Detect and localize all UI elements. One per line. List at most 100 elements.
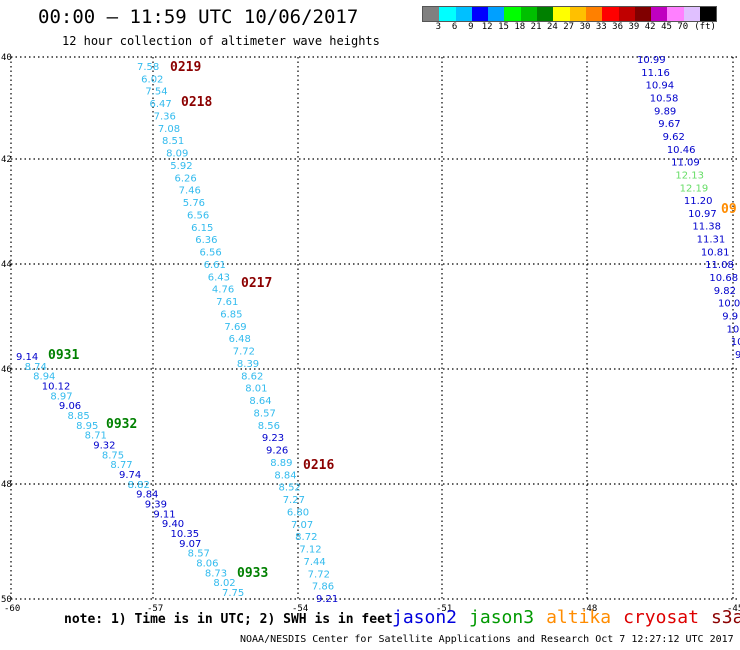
wave-height-value: 6.36: [195, 235, 217, 246]
color-scale-label: 18: [514, 22, 526, 32]
wave-height-value: 7.86: [312, 582, 334, 593]
color-scale-label: 36: [612, 22, 624, 32]
lat-label: 48: [1, 480, 12, 490]
wave-height-value: 11.20: [684, 196, 713, 207]
color-swatch: [471, 7, 489, 21]
wave-height-value: 8.75: [102, 450, 124, 461]
color-scale-label: 9: [468, 22, 474, 32]
wave-height-value: 9.07: [179, 539, 201, 550]
color-swatch: [634, 7, 652, 21]
wave-height-value: 4.76: [212, 285, 234, 296]
wave-height-value: 11.09: [671, 158, 700, 169]
legend-cryosat: cryosat: [623, 607, 699, 628]
wave-height-value: 6.47: [149, 99, 171, 110]
wave-height-value: 10: [731, 337, 740, 348]
wave-height-value: 8.73: [205, 568, 227, 579]
wave-height-value: 9: [735, 350, 740, 361]
wave-height-value: 10.35: [171, 529, 200, 540]
wave-height-value: 7.12: [299, 545, 321, 556]
lat-label: 42: [1, 155, 12, 165]
legend-s3a: s3a: [710, 607, 740, 628]
wave-height-value: 8.97: [50, 391, 72, 402]
lat-label: 46: [1, 365, 12, 375]
wave-height-value: 9.89: [654, 106, 676, 117]
wave-height-value: 6.48: [229, 334, 251, 345]
wave-height-value: 6.43: [208, 272, 230, 283]
wave-height-value: 8.72: [295, 532, 317, 543]
lat-label: 40: [1, 53, 12, 63]
color-scale-labels: 3 6 9 12 15 18 21 24 27 30 33 36 39 42 45 70 (ft): [422, 22, 740, 34]
pass-label: 09: [721, 202, 737, 217]
wave-height-value: 9.32: [93, 441, 115, 452]
wave-height-value: 8.94: [33, 372, 55, 383]
wave-height-value: 8.84: [274, 470, 296, 481]
wave-height-value: 8.57: [254, 408, 276, 419]
wave-height-value: 8.52: [279, 483, 301, 494]
color-scale-label: 21: [530, 22, 542, 32]
wave-height-value: 8.71: [85, 431, 107, 442]
wave-height-value: 7.54: [145, 87, 167, 98]
wave-height-value: 10.99: [637, 55, 666, 66]
wave-height-value: 8.62: [241, 371, 263, 382]
wave-height-value: 8.57: [188, 549, 210, 560]
lat-label: 44: [1, 260, 12, 270]
wave-height-value: 9.67: [658, 119, 680, 130]
wave-height-value: 7.44: [304, 557, 326, 568]
color-swatch: [423, 7, 440, 21]
wave-height-value: 8.89: [270, 458, 292, 469]
color-swatch: [439, 7, 456, 21]
wave-height-value: 6.02: [141, 74, 163, 85]
wave-height-value: 8.09: [166, 149, 188, 160]
color-scale-label: 70: [677, 22, 689, 32]
wave-height-value: 10.58: [650, 93, 679, 104]
color-scale-label: 39: [628, 22, 640, 32]
wave-height-value: 11.16: [641, 68, 670, 79]
color-scale-label: 6: [451, 22, 458, 32]
color-swatch: [667, 7, 684, 21]
wave-height-value: 9.14: [16, 352, 38, 363]
wave-height-value: 8.39: [237, 359, 259, 370]
wave-height-value: 8.95: [76, 421, 98, 432]
wave-height-value: 6.85: [220, 309, 242, 320]
satellite-legend: jason2 jason3 altika cryosat s3a: [392, 607, 740, 628]
color-swatch: [455, 7, 472, 21]
color-swatch: [504, 7, 521, 21]
wave-height-value: 8.85: [68, 411, 90, 422]
color-swatch: [683, 7, 701, 21]
wave-height-value: 10.81: [701, 247, 730, 258]
wave-height-value: 9.9: [722, 312, 738, 323]
wave-height-value: 12.13: [675, 170, 704, 181]
wave-height-value: 8.02: [213, 578, 235, 589]
wave-height-value: 8.64: [249, 396, 271, 407]
color-scale-bar: [422, 6, 718, 22]
wave-height-value: 6.56: [187, 210, 209, 221]
wave-height-value: 9.82: [714, 286, 736, 297]
color-scale-label: 27: [563, 22, 575, 32]
pass-label: 0219: [170, 60, 201, 75]
pass-label: 0932: [106, 417, 137, 432]
wave-height-value: 8.74: [25, 362, 47, 373]
wave-height-value: 10.68: [709, 273, 738, 284]
wave-height-value: 10.46: [667, 145, 696, 156]
color-swatch: [602, 7, 619, 21]
pass-label: 0216: [303, 458, 334, 473]
wave-height-value: 7.75: [222, 588, 244, 599]
color-scale-label: (ft): [694, 22, 716, 32]
wave-height-value: 7.58: [137, 62, 159, 73]
color-scale-label: 3: [435, 22, 442, 32]
wave-height-value: 7.61: [216, 297, 238, 308]
wave-height-value: 7.69: [224, 322, 246, 333]
wave-height-value: 9.62: [663, 132, 685, 143]
wave-height-value: 7.46: [179, 186, 201, 197]
legend-jason2: jason2: [392, 607, 458, 628]
wave-height-value: 7.72: [233, 347, 255, 358]
wave-height-value: 12.19: [680, 183, 709, 194]
wave-height-value: 9.84: [136, 490, 158, 501]
lon-label: -57: [147, 604, 163, 614]
color-swatch: [488, 7, 505, 21]
color-scale-label: 12: [481, 22, 493, 32]
lon-label: -60: [4, 604, 20, 614]
wave-height-value: 11.08: [705, 260, 734, 271]
wave-height-value: 8.56: [258, 421, 280, 432]
lon-label: -51: [436, 604, 452, 614]
